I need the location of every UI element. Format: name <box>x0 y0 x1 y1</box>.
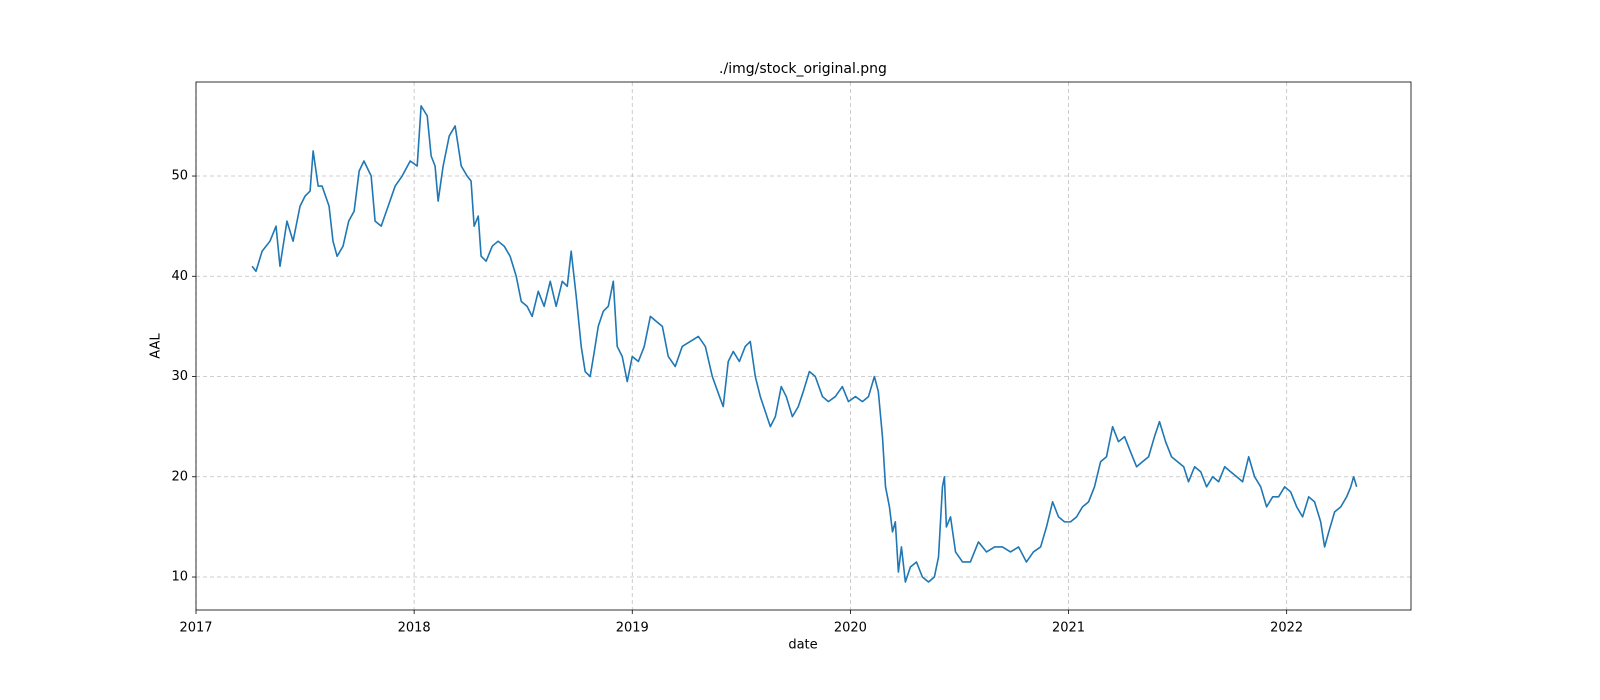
chart-title: ./img/stock_original.png <box>719 61 887 77</box>
y-tick-label: 30 <box>171 369 188 384</box>
y-axis-label: AAL <box>149 333 164 359</box>
data-line <box>251 105 1358 583</box>
plot-frame <box>195 81 1412 611</box>
x-tick-label: 2018 <box>398 621 431 636</box>
x-tick-label: 2019 <box>616 621 649 636</box>
x-tick-label: 2020 <box>834 621 867 636</box>
x-tick-label: 2017 <box>179 621 212 636</box>
y-tick-label: 50 <box>171 169 188 184</box>
x-tick-label: 2021 <box>1052 621 1085 636</box>
y-tick-label: 40 <box>171 269 188 284</box>
x-tick-label: 2022 <box>1270 621 1303 636</box>
y-tick-label: 20 <box>171 469 188 484</box>
y-tick-label: 10 <box>171 570 188 585</box>
x-axis-label: date <box>788 638 817 653</box>
